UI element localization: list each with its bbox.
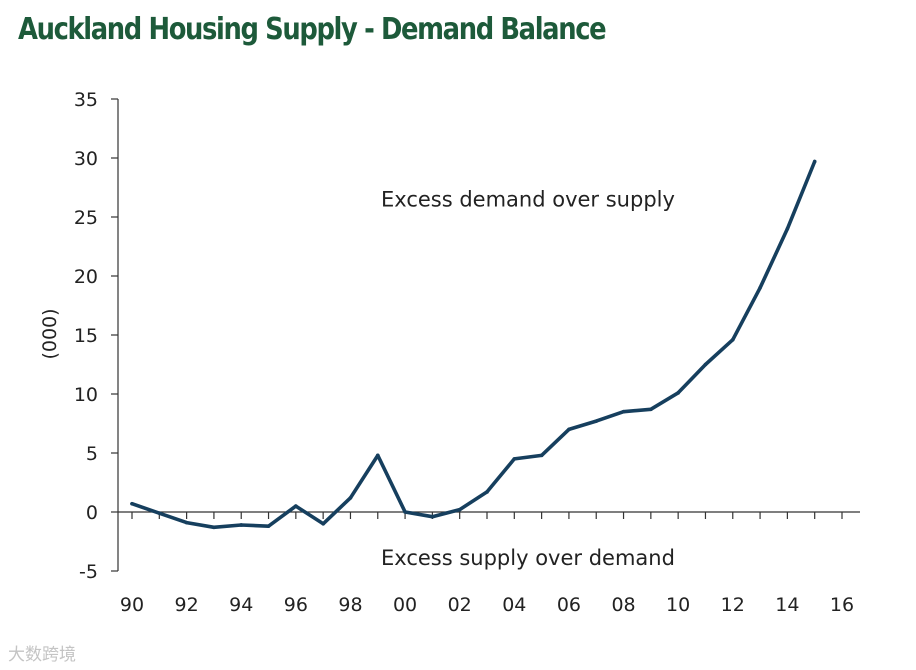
data-point (621, 409, 626, 414)
data-point (430, 514, 435, 519)
data-point (157, 511, 162, 515)
data-point (676, 391, 680, 395)
x-tick-label: 06 (557, 594, 581, 616)
x-tick-label: 04 (502, 594, 526, 616)
watermark-text: 大数跨境 (8, 645, 76, 665)
data-point (212, 525, 216, 530)
x-tick-label: 96 (284, 594, 308, 616)
data-point (266, 524, 271, 528)
data-point (730, 337, 735, 342)
data-point (130, 501, 134, 506)
y-tick-label: 25 (74, 207, 98, 229)
x-tick-label: 00 (393, 594, 417, 616)
data-point (567, 427, 571, 432)
y-tick-label: 30 (74, 148, 98, 170)
labels-layer: 35 30 25 20 15 10 5 0 -5 90 92 94 96 98 00 02 04 06 08 10 12… (39, 89, 854, 616)
data-point (785, 227, 790, 231)
data-point (321, 522, 325, 526)
y-tick-label: 35 (74, 89, 98, 111)
annotation-label: Excess supply over demand (381, 546, 675, 570)
y-axis-label: (000) (39, 308, 61, 359)
y-tick-label: 0 (86, 502, 98, 524)
data-point (703, 362, 708, 367)
x-tick-label: 92 (175, 594, 199, 616)
data-point (812, 159, 817, 164)
data-point (184, 520, 189, 525)
y-tick-label: 5 (86, 443, 98, 465)
x-tick-label: 14 (775, 594, 799, 616)
annotation-label: Excess demand over supply (381, 187, 675, 211)
y-tick-label: 20 (74, 266, 98, 288)
chart-title: Auckland Housing Supply - Demand Balance (18, 12, 607, 47)
data-point (758, 286, 762, 290)
x-tick-label: 94 (229, 594, 253, 616)
data-point (294, 504, 298, 508)
axes (111, 98, 860, 572)
x-tick-label: 90 (120, 594, 144, 616)
x-tick-label: 08 (611, 594, 635, 616)
data-point (348, 496, 353, 500)
data-point (485, 490, 489, 494)
x-tick-label: 98 (338, 594, 362, 616)
data-point (239, 523, 244, 527)
data-point (457, 507, 462, 512)
series-layer (130, 159, 817, 530)
data-point (375, 453, 380, 458)
data-point (403, 510, 407, 514)
y-tick-label: 10 (74, 384, 98, 406)
y-tick-label: 15 (74, 325, 98, 347)
data-point (594, 419, 599, 423)
x-tick-label: 12 (721, 594, 745, 616)
data-point (539, 453, 544, 458)
x-tick-label: 02 (448, 594, 472, 616)
y-tick-label: -5 (79, 561, 98, 583)
data-point (649, 407, 653, 412)
data-point (512, 457, 517, 461)
x-tick-label: 10 (666, 594, 690, 616)
x-tick-label: 16 (830, 594, 854, 616)
series-line (130, 159, 817, 530)
